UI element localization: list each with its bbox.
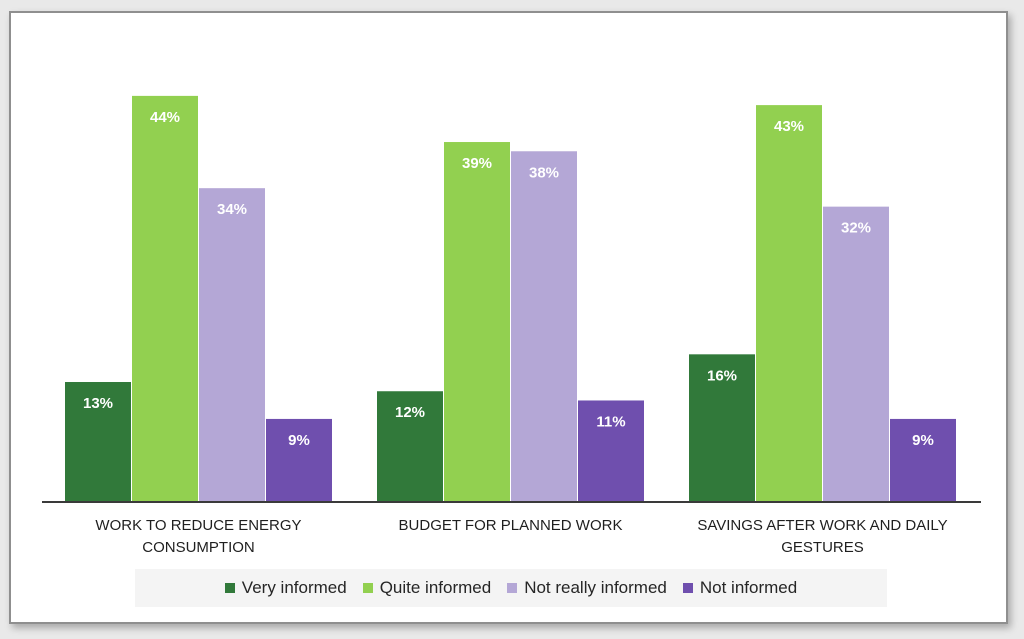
legend-item: Not informed — [682, 578, 798, 598]
data-label: 43% — [774, 118, 804, 135]
category-label: CONSUMPTION — [142, 539, 255, 556]
bar-not-informed-0 — [266, 418, 332, 502]
legend: Very informed Quite informed Not really in… — [135, 569, 887, 607]
data-label: 12% — [395, 404, 425, 421]
category-label: GESTURES — [781, 539, 864, 556]
bar-not-informed-2 — [890, 418, 956, 502]
bar-not-really-informed-2 — [823, 206, 889, 502]
legend-item: Very informed — [224, 578, 347, 598]
category-label: WORK TO REDUCE ENERGY — [95, 517, 301, 534]
category-label: BUDGET FOR PLANNED WORK — [399, 517, 623, 534]
data-label: 44% — [150, 109, 180, 126]
data-label: 9% — [288, 432, 310, 449]
legend-swatch — [682, 583, 693, 593]
legend-label: Quite informed — [379, 578, 492, 597]
legend-label: Not informed — [699, 578, 798, 597]
legend-label: Very informed — [241, 578, 347, 597]
data-label: 9% — [912, 432, 934, 449]
bar-very-informed-0 — [65, 382, 131, 502]
category-label: SAVINGS AFTER WORK AND DAILY — [697, 517, 947, 534]
data-label: 11% — [596, 413, 625, 430]
bars-layer: 13% 12% 16% 44% 39% 43% 34% 38% 32% 9% 11% 9% — [65, 95, 956, 503]
data-label: 39% — [462, 155, 492, 172]
bar-quite-informed-1 — [444, 142, 510, 502]
bar-very-informed-1 — [377, 391, 443, 502]
legend-swatch — [507, 583, 518, 593]
bar-not-informed-1 — [578, 400, 644, 502]
legend-swatch — [224, 583, 235, 593]
data-label: 34% — [217, 201, 247, 218]
legend-item: Not really informed — [507, 578, 667, 598]
data-label: 32% — [841, 220, 871, 237]
bar-not-really-informed-1 — [511, 151, 577, 502]
bar-quite-informed-0 — [132, 95, 198, 502]
data-label: 16% — [707, 367, 737, 384]
bar-very-informed-2 — [689, 354, 755, 502]
bar-quite-informed-2 — [756, 105, 822, 503]
legend-swatch — [362, 583, 373, 593]
legend-item: Quite informed — [362, 578, 492, 598]
bar-not-really-informed-0 — [199, 188, 265, 502]
category-labels: WORK TO REDUCE ENERGY CONSUMPTION BUDGET F… — [95, 517, 947, 556]
data-label: 38% — [529, 164, 559, 181]
legend-label: Not really informed — [524, 578, 667, 597]
data-label: 13% — [83, 395, 113, 412]
